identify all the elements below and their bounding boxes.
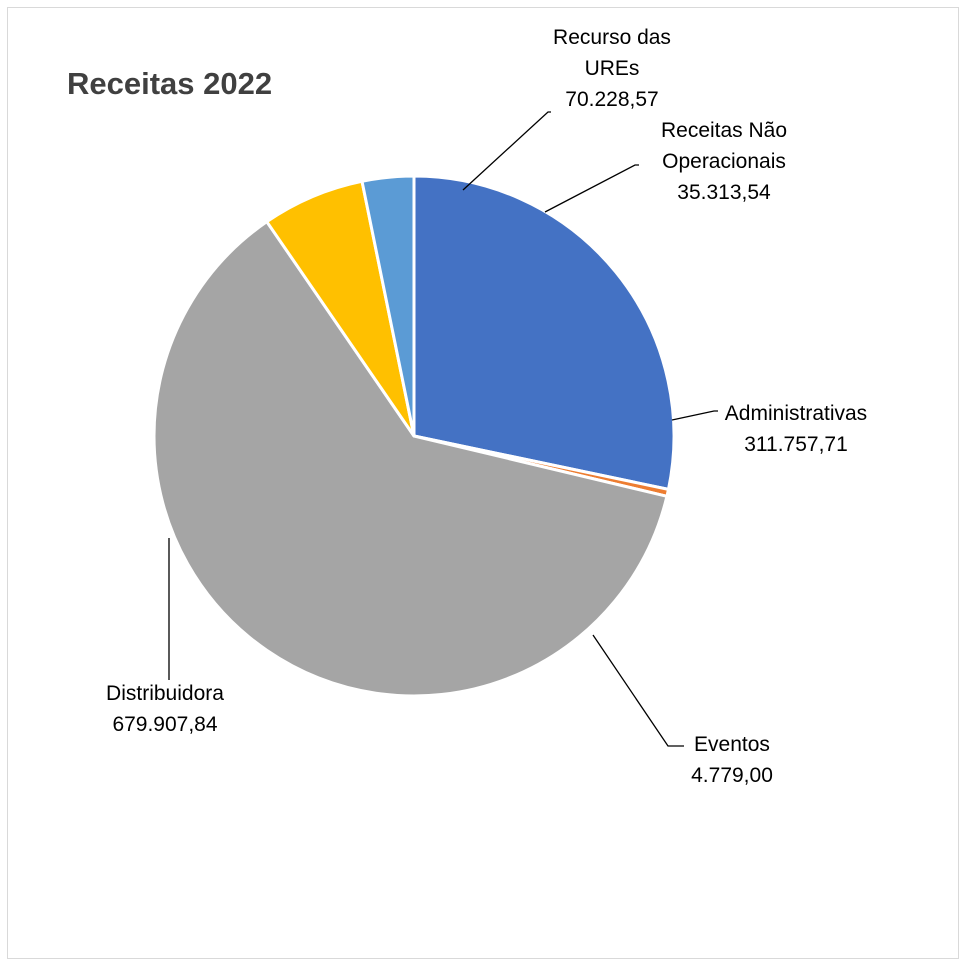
data-label-administrativas: Administrativas 311.757,71 xyxy=(725,402,867,456)
pie-slice-distribuidora xyxy=(152,220,669,698)
pie-slice-receitas-n-o-operacionais xyxy=(360,174,416,438)
data-labels: Administrativas 311.757,71 Eventos 4.779,00… xyxy=(106,26,867,787)
leader-line xyxy=(462,111,551,191)
chart-frame: Receitas 2022 Administrativas 311.757,71 E… xyxy=(7,7,959,959)
leader-line xyxy=(592,634,684,747)
data-label-distribuidora: Distribuidora 679.907,84 xyxy=(106,682,224,736)
data-label-recurso-das-ures: Recurso das UREs 70.228,57 xyxy=(553,26,671,111)
chart-title: Receitas 2022 xyxy=(67,66,272,101)
pie-slices xyxy=(152,174,676,698)
pie-slice-administrativas xyxy=(412,174,676,491)
pie-chart: Receitas 2022 Administrativas 311.757,71 E… xyxy=(67,26,867,787)
data-label-receitas-n-o-operacionais: Receitas Não Operacionais 35.313,54 xyxy=(661,119,787,204)
leader-line xyxy=(544,164,639,213)
leader-lines xyxy=(168,111,718,747)
leader-line xyxy=(671,410,718,421)
data-label-eventos: Eventos 4.779,00 xyxy=(691,733,773,787)
